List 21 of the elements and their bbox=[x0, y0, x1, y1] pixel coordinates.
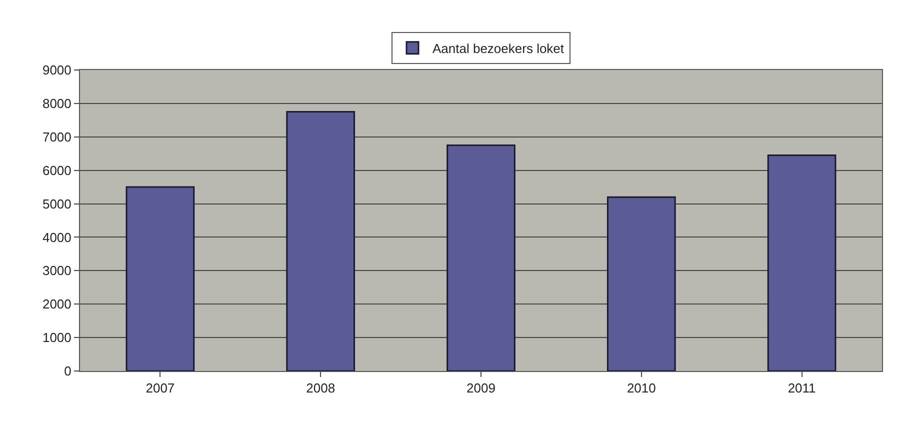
y-tick-label: 2000 bbox=[42, 296, 72, 312]
x-tick-label: 2011 bbox=[788, 380, 816, 396]
bar bbox=[286, 111, 356, 371]
x-tick-label: 2008 bbox=[306, 380, 336, 396]
y-tick-label: 1000 bbox=[42, 330, 72, 346]
y-tick-label: 6000 bbox=[42, 162, 72, 178]
y-tick-label: 0 bbox=[64, 364, 72, 379]
x-tick-label: 2009 bbox=[466, 380, 496, 396]
bar bbox=[767, 154, 836, 371]
y-tick-label: 8000 bbox=[42, 96, 72, 111]
x-tick-label: 2007 bbox=[146, 380, 175, 396]
legend-label: Aantal bezoekers loket bbox=[432, 41, 564, 56]
y-tick-label: 7000 bbox=[42, 129, 72, 144]
y-tick-label: 5000 bbox=[42, 196, 72, 212]
y-tick-label: 4000 bbox=[42, 230, 72, 245]
y-tick-label: 9000 bbox=[42, 62, 72, 78]
x-tick-label: 2010 bbox=[626, 380, 656, 396]
y-tick-label: 3000 bbox=[42, 263, 72, 278]
bar bbox=[606, 196, 676, 371]
bar bbox=[446, 144, 516, 371]
bar bbox=[126, 186, 195, 371]
